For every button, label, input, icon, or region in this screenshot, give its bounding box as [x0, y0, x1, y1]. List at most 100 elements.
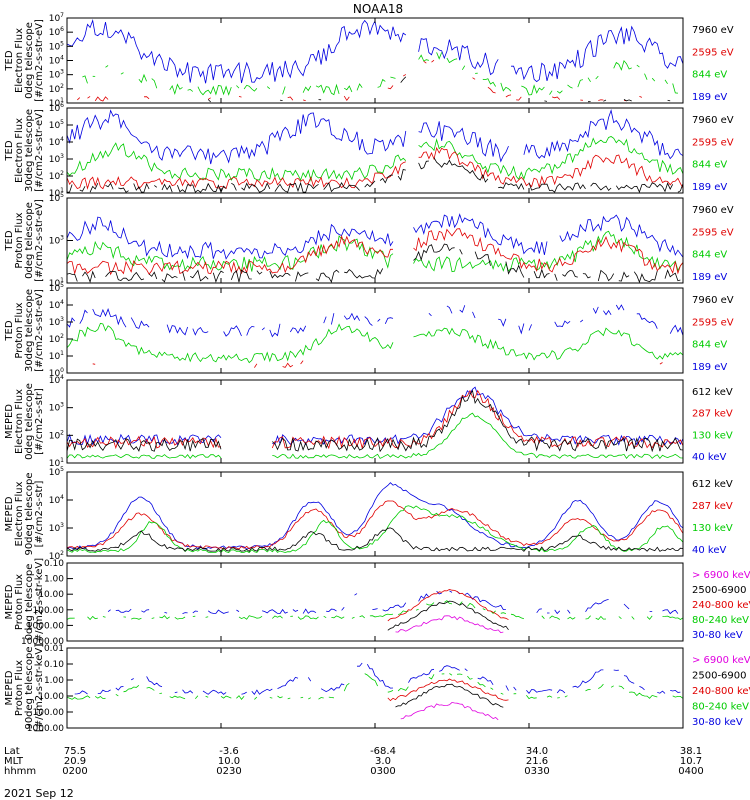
panel-3: 101 103 105 TEDProton Flux0deg telescope[#/… — [4, 192, 734, 289]
y-tick-label: 103 — [49, 235, 64, 247]
series-black — [207, 76, 671, 103]
y-axis-label-line: [#/cm2-s-str-eV] — [34, 199, 45, 282]
legend-label: 844 eV — [692, 250, 727, 261]
legend-label: 287 keV — [692, 501, 733, 512]
y-axis-label-line: [#/cm2-s-str] — [34, 388, 45, 455]
y-axis-label-line: Electron Flux — [14, 481, 25, 546]
panel-frame — [66, 287, 684, 374]
series-black — [66, 243, 681, 284]
y-axis-label-line: 90deg telescope — [24, 472, 35, 555]
y-axis-label: TEDProton Flux0deg telescope[#/cm2-s-str… — [4, 199, 45, 282]
legend-label: 189 eV — [692, 182, 727, 193]
y-axis-label-line: [#/cm2-s-str-eV] — [34, 109, 45, 192]
y-axis-label-line: 30deg telescope — [24, 289, 35, 372]
y-tick-label: 100.00 — [33, 708, 65, 718]
panel-4-series — [66, 304, 684, 372]
legend-label: 2595 eV — [692, 227, 734, 238]
y-tick-label: 100 — [49, 367, 64, 379]
legend-label: 30-80 keV — [692, 630, 743, 641]
y-tick-label: 103 — [49, 522, 64, 534]
y-tick-label: 101 — [49, 457, 64, 469]
y-axis-label-line: TED — [4, 320, 15, 341]
series-red — [388, 589, 683, 624]
series-green — [66, 322, 684, 364]
y-tick-label: 102 — [49, 83, 64, 95]
series-magenta — [401, 702, 683, 724]
series-green — [66, 412, 684, 460]
panel-4: 100 101 102 103 104 105 TEDProton Flux30deg te… — [4, 282, 734, 379]
panel-1-series — [66, 18, 683, 103]
legend-label: 7960 eV — [692, 25, 734, 36]
series-black — [66, 527, 684, 552]
y-axis-label: MEPEDElectron Flux90deg telescope[#/cm2-… — [4, 472, 45, 555]
x-tick-mlt: 21.6 — [526, 756, 548, 767]
series-red — [66, 228, 684, 276]
y-axis-label-line: MEPED — [4, 496, 15, 531]
panel-frame — [66, 107, 684, 194]
legend-label: 189 eV — [692, 92, 727, 103]
y-tick-label: 101 — [49, 277, 64, 289]
panel-6-series — [66, 482, 684, 554]
series-blue — [66, 482, 684, 550]
y-axis-label-line: MEPED — [4, 584, 15, 619]
y-tick-label: 102 — [49, 333, 64, 345]
y-tick-label: 103 — [49, 402, 64, 414]
y-axis-label-line: TED — [4, 140, 15, 161]
y-tick-label: 105 — [49, 466, 64, 478]
y-tick-label: 102 — [49, 429, 64, 441]
series-black — [388, 601, 683, 633]
panel-3-series — [66, 213, 684, 284]
y-axis-label-line: [#/cm2-s-str] — [34, 480, 45, 547]
y-tick-label: 103 — [49, 153, 64, 165]
panel-5: 101 102 103 104 MEPEDElectron Flux0deg teles… — [4, 374, 733, 469]
series-blue — [66, 213, 684, 260]
panel-6: 102 103 104 105 MEPEDElectron Flux90deg tele… — [4, 466, 733, 562]
legend-label: 240-800 keV — [692, 600, 750, 611]
x-tick-mlt: 3.0 — [375, 756, 391, 767]
series-blue — [66, 386, 684, 446]
panel-frame — [66, 647, 684, 729]
series-green — [82, 52, 683, 95]
legend-label: 2500-6900 — [692, 585, 747, 596]
y-axis-label-line: 30deg telescope — [24, 109, 35, 192]
y-tick-label: 101 — [49, 350, 64, 362]
y-axis-label-line: TED — [4, 230, 15, 251]
panel-2: 101 102 103 104 105 106 TEDElectron Flux30deg … — [4, 102, 734, 199]
legend-label: 844 eV — [692, 70, 727, 81]
y-tick-label: 106 — [49, 102, 64, 114]
y-tick-label: 105 — [49, 282, 64, 294]
x-row-label: MLT — [4, 756, 24, 767]
series-green — [66, 136, 684, 182]
x-tick-lat: 75.5 — [64, 746, 86, 757]
y-tick-label: 0.01 — [44, 644, 64, 654]
x-tick-hhmm: 0400 — [678, 766, 703, 777]
x-tick-lat: -68.4 — [370, 746, 396, 757]
y-tick-label: 105 — [49, 192, 64, 204]
legend-label: 40 keV — [692, 545, 726, 556]
legend-label: 40 keV — [692, 452, 726, 463]
y-tick-label: 104 — [49, 55, 64, 67]
legend-label: 844 eV — [692, 340, 727, 351]
y-tick-label: 107 — [49, 12, 64, 24]
y-axis-label-line: [#/cm2-s-str-eV] — [34, 19, 45, 102]
y-tick-label: 1000.00 — [27, 724, 64, 734]
series-blue — [74, 662, 681, 695]
series-red — [66, 500, 684, 550]
x-tick-lat: 38.1 — [680, 746, 702, 757]
y-axis-label-line: Proton Flux — [14, 660, 25, 716]
y-axis-label: MEPEDProton Flux0deg telescope[#/cm2-s-s… — [4, 558, 45, 646]
panel-8-series — [66, 662, 683, 725]
y-axis-label-line: TED — [4, 50, 15, 71]
legend-label: > 6900 keV — [692, 655, 750, 666]
y-axis-label-line: [#/cm2-s-str-eV] — [34, 289, 45, 372]
legend-label: 844 eV — [692, 160, 727, 171]
y-axis-label-line: Electron Flux — [14, 118, 25, 183]
x-tick-lat: 34.0 — [526, 746, 548, 757]
y-tick-label: 0.10 — [44, 559, 64, 569]
legend-label: 2595 eV — [692, 137, 734, 148]
x-row-label: Lat — [4, 746, 20, 757]
x-tick-hhmm: 0230 — [216, 766, 241, 777]
legend-label: 7960 eV — [692, 205, 734, 216]
figure-title: NOAA18 — [353, 2, 403, 16]
date-label: 2021 Sep 12 — [4, 787, 74, 800]
